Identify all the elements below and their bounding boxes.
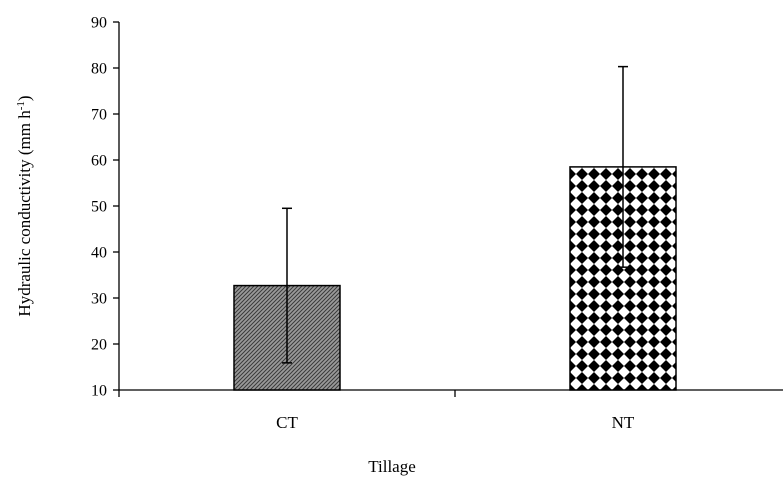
category-label: NT <box>612 413 635 432</box>
error-bar-ct <box>282 207 292 364</box>
y-tick-label: 50 <box>91 199 107 216</box>
error-bar-nt <box>618 65 628 268</box>
y-tick-label: 20 <box>91 337 107 354</box>
y-axis-title: Hydraulic conductivity (mm h-1) <box>15 95 34 316</box>
y-axis-title-close: ) <box>15 95 34 101</box>
y-axis-title-main: Hydraulic conductivity (mm h <box>15 110 34 317</box>
y-tick-label: 30 <box>91 291 107 308</box>
x-axis <box>118 389 783 397</box>
y-tick-label: 10 <box>91 383 107 400</box>
error-bars <box>282 65 628 364</box>
y-axis: 10 20 30 40 50 60 70 80 90 <box>91 15 120 400</box>
y-axis-title-superscript: -1 <box>15 101 27 110</box>
y-tick-label: 40 <box>91 245 107 262</box>
y-tick-label: 90 <box>91 15 107 32</box>
y-tick-label: 70 <box>91 107 107 124</box>
y-tick-label: 80 <box>91 61 107 78</box>
category-label: CT <box>276 413 298 432</box>
x-axis-title: Tillage <box>368 457 416 476</box>
bars <box>233 166 677 391</box>
y-tick-label: 60 <box>91 153 107 170</box>
category-labels: CT NT <box>276 413 635 432</box>
